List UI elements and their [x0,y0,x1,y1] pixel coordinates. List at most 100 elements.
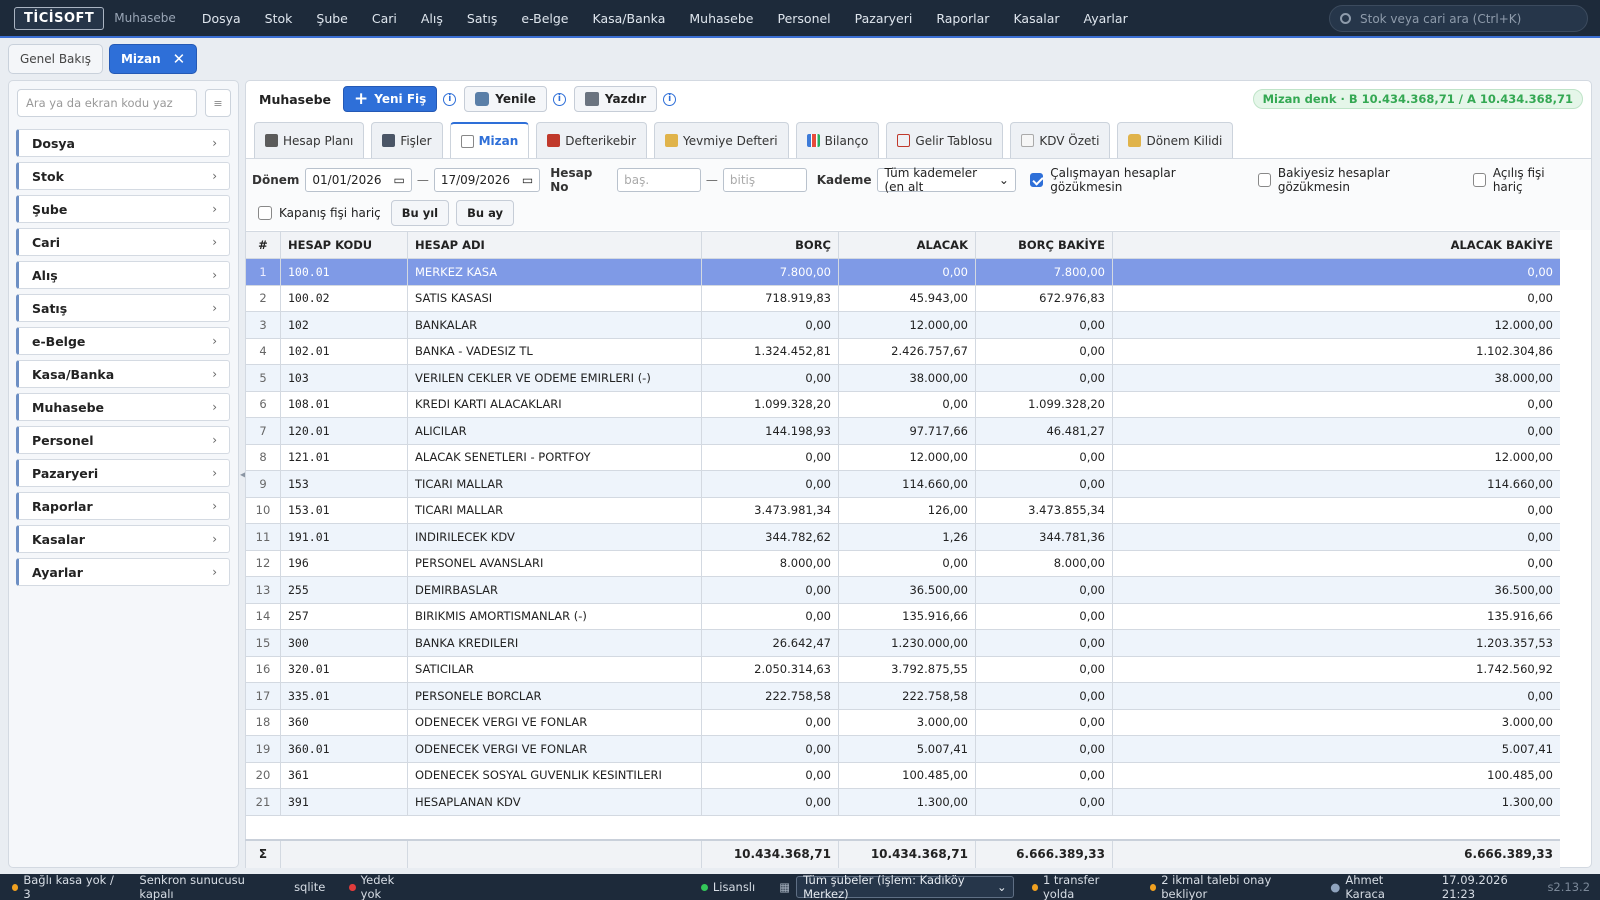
sidebar-item[interactable]: Stok › [16,162,230,190]
menu-stok[interactable]: Stok [264,10,293,26]
column-header[interactable]: ALACAK BAKİYE [1112,231,1560,259]
table-row[interactable]: 2 100.02 SATIS KASASI 718.919,83 45.943,00 67… [245,284,1560,312]
table-row[interactable]: 14 257 BIRIKMIS AMORTISMANLAR (-) 0,00 135.9… [245,602,1560,630]
tab-fisler[interactable]: Fişler [371,122,443,158]
table-row[interactable]: 1 100.01 MERKEZ KASA 7.800,00 0,00 7.800,00 0,… [245,258,1560,286]
table-row[interactable]: 10 153.01 TICARI MALLAR 3.473.981,34 126,00 3… [245,496,1560,524]
tab-bilanco[interactable]: Bilanço [795,122,880,158]
sidebar-item[interactable]: Pazaryeri › [16,459,230,487]
zero-balance-checkbox[interactable]: Bakiyesiz hesaplar gözükmesin [1257,166,1455,194]
table-row[interactable]: 13 255 DEMIRBASLAR 0,00 36.500,00 0,00 36.500,… [245,576,1560,604]
table-cell: 17 [245,682,281,710]
column-header[interactable]: BORÇ BAKİYE [975,231,1113,259]
sidebar-item[interactable]: Ayarlar › [16,558,230,586]
table-row[interactable]: 21 391 HESAPLANAN KDV 0,00 1.300,00 0,00 1.300… [245,788,1560,816]
info-icon[interactable]: i [552,92,566,106]
table-row[interactable]: 12 196 PERSONEL AVANSLARI 8.000,00 0,00 8.000… [245,549,1560,577]
table-row[interactable]: 15 300 BANKA KREDILERI 26.642,47 1.230.000,0… [245,629,1560,657]
sidebar-item[interactable]: Kasalar › [16,525,230,553]
sidebar-item[interactable]: Raporlar › [16,492,230,520]
tab-donem-kilidi[interactable]: Dönem Kilidi [1117,122,1234,158]
table-row[interactable]: 6 108.01 KREDI KARTI ALACAKLARI 1.099.328,2… [245,390,1560,418]
table-row[interactable]: 20 361 ODENECEK SOSYAL GUVENLIK KESINTILER… [245,761,1560,789]
exclude-opening-checkbox[interactable]: Açılış fişi hariç [1472,166,1573,194]
tab-mizan-sub[interactable]: Mizan [449,122,530,158]
menu-ebelge[interactable]: e-Belge [521,10,569,26]
menu-sube[interactable]: Şube [316,10,348,26]
date-to-input[interactable]: 17/09/2026 ▭ [433,168,541,192]
this-year-button[interactable]: Bu yıl [390,200,450,226]
menu-raporlar[interactable]: Raporlar [936,10,990,26]
sidebar-item[interactable]: Dosya › [16,129,230,157]
menu-pazaryeri[interactable]: Pazaryeri [854,10,913,26]
checkbox[interactable] [1257,173,1271,187]
collapse-sidebar-icon[interactable]: ◀ [240,470,247,479]
exclude-closing-checkbox[interactable]: Kapanış fişi hariç [258,206,381,220]
menu-kasalar[interactable]: Kasalar [1013,10,1060,26]
sidebar-item[interactable]: Alış › [16,261,230,289]
menu-satis[interactable]: Satış [466,10,498,26]
column-header[interactable]: # [245,231,281,259]
this-month-button[interactable]: Bu ay [456,200,514,226]
menu-ayarlar[interactable]: Ayarlar [1083,10,1128,26]
account-to-input[interactable]: bitiş [722,168,807,192]
column-header[interactable]: HESAP ADI [407,231,702,259]
table-row[interactable]: 17 335.01 PERSONELE BORCLAR 222.758,58 222.7… [245,682,1560,710]
tab-genel-bakis[interactable]: Genel Bakış [8,44,103,74]
table-row[interactable]: 18 360 ODENECEK VERGI VE FONLAR 0,00 3.000,0… [245,708,1560,736]
transfer-status[interactable]: 1 transfer yolda [1020,873,1138,900]
tab-mizan[interactable]: Mizan ✕ [108,44,198,74]
menu-dosya[interactable]: Dosya [201,10,241,26]
column-header[interactable]: ALACAK [838,231,976,259]
menu-kasa-banka[interactable]: Kasa/Banka [592,10,666,26]
date-from-input[interactable]: 01/01/2026 ▭ [305,168,412,192]
supply-status[interactable]: 2 ikmal talebi onay bekliyor [1138,873,1318,900]
new-voucher-button[interactable]: + Yeni Fiş [343,86,438,112]
checkbox-checked[interactable] [1029,173,1044,187]
menu-alis[interactable]: Alış [420,10,443,26]
inactive-accounts-checkbox[interactable]: Çalışmayan hesaplar gözükmesin [1029,166,1240,194]
sidebar-item[interactable]: e-Belge › [16,327,230,355]
checkbox[interactable] [1472,173,1486,187]
checkbox[interactable] [258,206,272,220]
tab-defterikebir[interactable]: Defterikebir [536,122,648,158]
table-row[interactable]: 8 121.01 ALACAK SENETLERI - PORTFOY 0,00 12.… [245,443,1560,471]
menu-personel[interactable]: Personel [777,10,831,26]
refresh-button[interactable]: Yenile [464,86,547,112]
tab-yevmiye[interactable]: Yevmiye Defteri [654,122,789,158]
db-status: sqlite [282,880,337,894]
column-header[interactable]: HESAP KODU [280,231,408,259]
app-logo[interactable]: TİCİSOFT [14,6,105,30]
tab-hesap-plani[interactable]: Hesap Planı [254,122,365,158]
table-row[interactable]: 5 103 VERILEN CEKLER VE ODEME EMIRLERI (-)… [245,364,1560,392]
table-row[interactable]: 7 120.01 ALICILAR 144.198,93 97.717,66 46.481… [245,417,1560,445]
sidebar-item[interactable]: Şube › [16,195,230,223]
sidebar-item[interactable]: Muhasebe › [16,393,230,421]
account-from-input[interactable]: baş. [617,168,701,192]
column-header[interactable]: BORÇ [701,231,839,259]
tab-kdv-ozeti[interactable]: KDV Özeti [1010,122,1111,158]
global-search-input[interactable]: Stok veya cari ara (Ctrl+K) [1329,5,1588,32]
user-info[interactable]: ● Ahmet Karaca [1318,873,1430,900]
menu-muhasebe[interactable]: Muhasebe [689,10,754,26]
sidebar-item[interactable]: Personel › [16,426,230,454]
branch-select[interactable]: Tüm şubeler (işlem: Kadıköy Merkez) ⌄ [796,873,1014,900]
sidebar-search-input[interactable]: Ara ya da ekran kodu yaz [17,89,197,117]
table-row[interactable]: 19 360.01 ODENECEK VERGI VE FONLAR 0,00 5.00… [245,735,1560,763]
menu-cari[interactable]: Cari [371,10,397,26]
sidebar-item[interactable]: Satış › [16,294,230,322]
info-icon[interactable]: i [663,92,677,106]
sidebar-item[interactable]: Kasa/Banka › [16,360,230,388]
close-icon[interactable]: ✕ [172,50,186,68]
tab-gelir-tablosu[interactable]: Gelir Tablosu [886,122,1004,158]
print-button[interactable]: Yazdır [573,86,658,112]
table-row[interactable]: 9 153 TICARI MALLAR 0,00 114.660,00 0,00 114.6… [245,470,1560,498]
sidebar-menu-button[interactable]: ≡ [205,89,231,117]
level-select[interactable]: Tüm kademeler (en alt ⌄ [877,166,1016,194]
table-row[interactable]: 16 320.01 SATICILAR 2.050.314,63 3.792.875,5… [245,655,1560,683]
table-row[interactable]: 4 102.01 BANKA - VADESIZ TL 1.324.452,81 2.4… [245,337,1560,365]
table-row[interactable]: 3 102 BANKALAR 0,00 12.000,00 0,00 12.000,00 [245,311,1560,339]
table-row[interactable]: 11 191.01 INDIRILECEK KDV 344.782,62 1,26 344… [245,523,1560,551]
sidebar-item[interactable]: Cari › [16,228,230,256]
info-icon[interactable]: i [443,92,457,106]
